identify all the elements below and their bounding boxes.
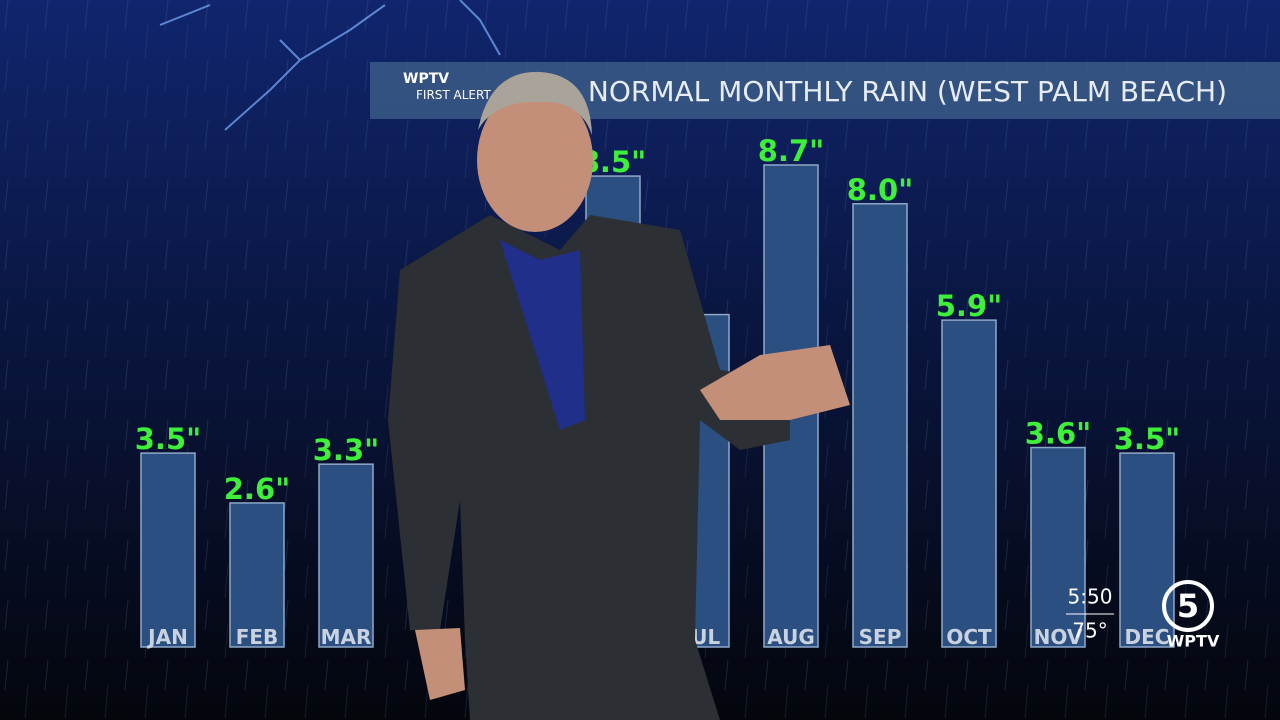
lightning bbox=[159, 0, 501, 131]
bar-chart: 3.5"JAN2.6"FEB3.3"MAR8.5"JUL8.7"AUG8.0"S… bbox=[135, 134, 1180, 649]
x-tick-label: OCT bbox=[946, 625, 992, 649]
x-tick-label: NOV bbox=[1034, 625, 1083, 649]
channel-number: 5 bbox=[1177, 587, 1199, 625]
bar-value-label: 8.7" bbox=[758, 134, 824, 168]
clock: 5:50 bbox=[1068, 585, 1113, 609]
bar bbox=[140, 452, 196, 648]
x-tick-label: AUG bbox=[767, 625, 815, 649]
x-tick-label: DEC bbox=[1125, 625, 1170, 649]
bar-value-label: 2.6" bbox=[224, 472, 290, 506]
bar-value-label: 3.6" bbox=[1025, 417, 1091, 451]
x-tick-label: MAR bbox=[321, 625, 372, 649]
bar bbox=[941, 319, 997, 648]
x-tick-label: FEB bbox=[236, 625, 279, 649]
temperature: 75° bbox=[1072, 619, 1107, 643]
bar bbox=[229, 502, 285, 648]
bar bbox=[318, 463, 374, 648]
station-logo-ring bbox=[1162, 580, 1214, 632]
bar-value-label: 8.0" bbox=[847, 173, 913, 207]
bar bbox=[852, 203, 908, 648]
bar-value-label: 5.9" bbox=[936, 289, 1002, 323]
x-tick-label: JAN bbox=[146, 625, 188, 649]
banner-logo: WPTV bbox=[403, 71, 449, 87]
banner-tag: FIRST ALERT bbox=[416, 88, 491, 102]
chart-title: NORMAL MONTHLY RAIN (WEST PALM BEACH) bbox=[588, 75, 1227, 108]
bar-value-label: 3.5" bbox=[1114, 422, 1180, 456]
presenter bbox=[388, 71, 850, 720]
bar bbox=[1030, 446, 1086, 648]
bar-value-label: 3.3" bbox=[313, 433, 379, 467]
bar-value-label: 3.5" bbox=[135, 422, 201, 456]
x-tick-label: SEP bbox=[859, 625, 902, 649]
station-name: WPTV bbox=[1167, 632, 1220, 651]
